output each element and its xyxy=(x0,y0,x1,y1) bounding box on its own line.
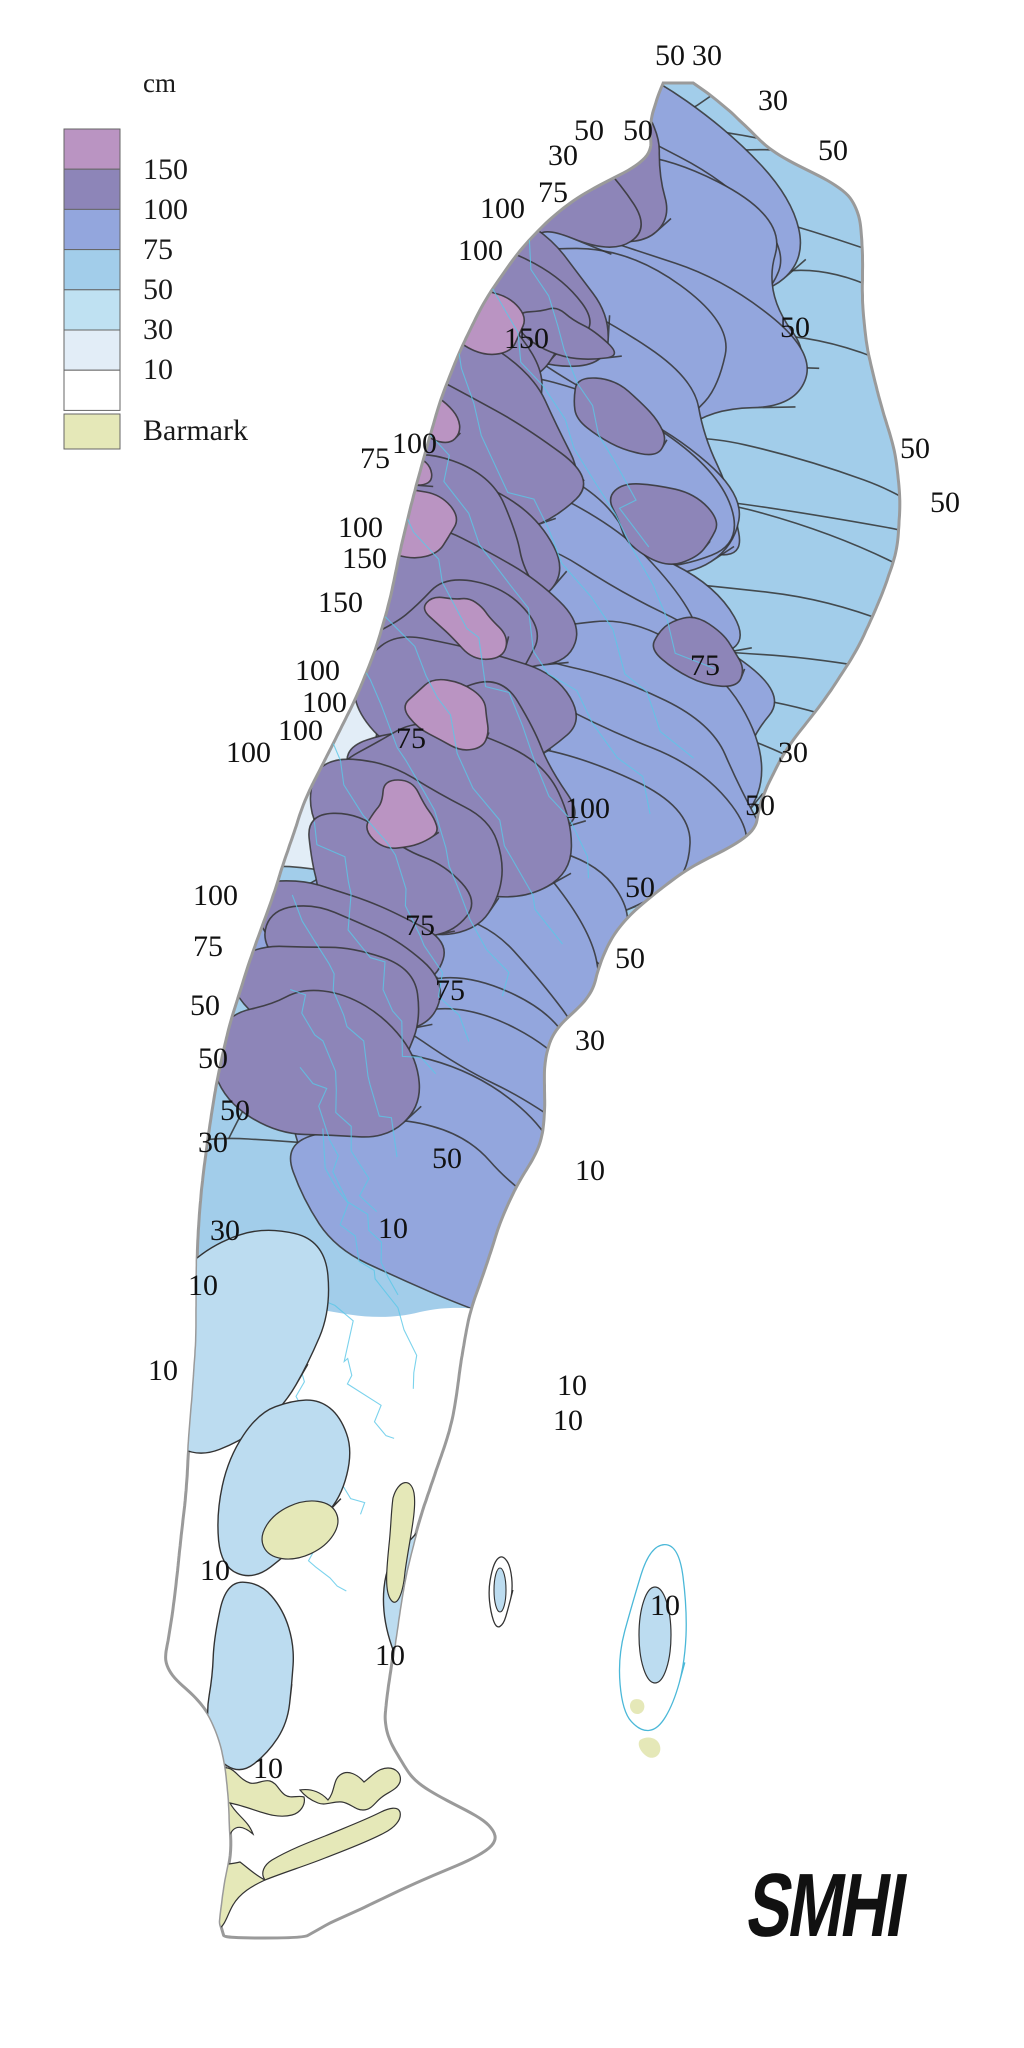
svg-text:30: 30 xyxy=(198,1126,228,1159)
svg-text:50: 50 xyxy=(745,789,775,822)
svg-text:100: 100 xyxy=(226,736,271,769)
svg-text:75: 75 xyxy=(143,233,173,266)
svg-text:30: 30 xyxy=(210,1214,240,1247)
svg-text:10: 10 xyxy=(378,1212,408,1245)
svg-text:50: 50 xyxy=(655,39,685,72)
svg-text:50: 50 xyxy=(143,273,173,306)
svg-text:100: 100 xyxy=(565,792,610,825)
svg-text:10: 10 xyxy=(143,353,173,386)
svg-text:SMHI: SMHI xyxy=(741,1854,912,1955)
svg-text:10: 10 xyxy=(553,1404,583,1437)
svg-text:10: 10 xyxy=(200,1554,230,1587)
svg-text:100: 100 xyxy=(143,193,188,226)
svg-text:10: 10 xyxy=(375,1639,405,1672)
svg-text:75: 75 xyxy=(396,722,426,755)
svg-text:50: 50 xyxy=(818,134,848,167)
svg-text:75: 75 xyxy=(435,974,465,1007)
svg-text:50: 50 xyxy=(198,1042,228,1075)
svg-text:100: 100 xyxy=(338,511,383,544)
svg-text:100: 100 xyxy=(458,234,503,267)
svg-text:30: 30 xyxy=(778,736,808,769)
svg-text:150: 150 xyxy=(504,322,549,355)
svg-text:50: 50 xyxy=(432,1142,462,1175)
svg-text:100: 100 xyxy=(193,879,238,912)
svg-text:50: 50 xyxy=(780,311,810,344)
svg-text:150: 150 xyxy=(143,153,188,186)
svg-text:75: 75 xyxy=(360,442,390,475)
svg-text:50: 50 xyxy=(623,114,653,147)
svg-text:100: 100 xyxy=(278,714,323,747)
svg-text:50: 50 xyxy=(930,486,960,519)
svg-text:30: 30 xyxy=(575,1024,605,1057)
svg-text:10: 10 xyxy=(148,1354,178,1387)
svg-text:100: 100 xyxy=(480,192,525,225)
svg-text:10: 10 xyxy=(188,1269,218,1302)
svg-text:75: 75 xyxy=(538,176,568,209)
svg-text:10: 10 xyxy=(253,1752,283,1785)
svg-text:10: 10 xyxy=(650,1589,680,1622)
svg-text:50: 50 xyxy=(220,1094,250,1127)
svg-text:30: 30 xyxy=(692,39,722,72)
svg-text:30: 30 xyxy=(758,84,788,117)
svg-text:100: 100 xyxy=(392,427,437,460)
svg-text:50: 50 xyxy=(190,989,220,1022)
svg-text:10: 10 xyxy=(575,1154,605,1187)
svg-text:30: 30 xyxy=(548,139,578,172)
svg-text:10: 10 xyxy=(557,1369,587,1402)
svg-text:50: 50 xyxy=(625,871,655,904)
svg-text:150: 150 xyxy=(318,586,363,619)
svg-text:50: 50 xyxy=(900,432,930,465)
svg-text:75: 75 xyxy=(690,649,720,682)
svg-text:50: 50 xyxy=(615,942,645,975)
svg-text:150: 150 xyxy=(342,542,387,575)
svg-text:Barmark: Barmark xyxy=(143,414,248,447)
svg-text:75: 75 xyxy=(193,930,223,963)
svg-text:50: 50 xyxy=(574,114,604,147)
svg-text:100: 100 xyxy=(295,654,340,687)
svg-text:30: 30 xyxy=(143,313,173,346)
svg-text:75: 75 xyxy=(405,909,435,942)
svg-text:cm: cm xyxy=(143,68,176,98)
